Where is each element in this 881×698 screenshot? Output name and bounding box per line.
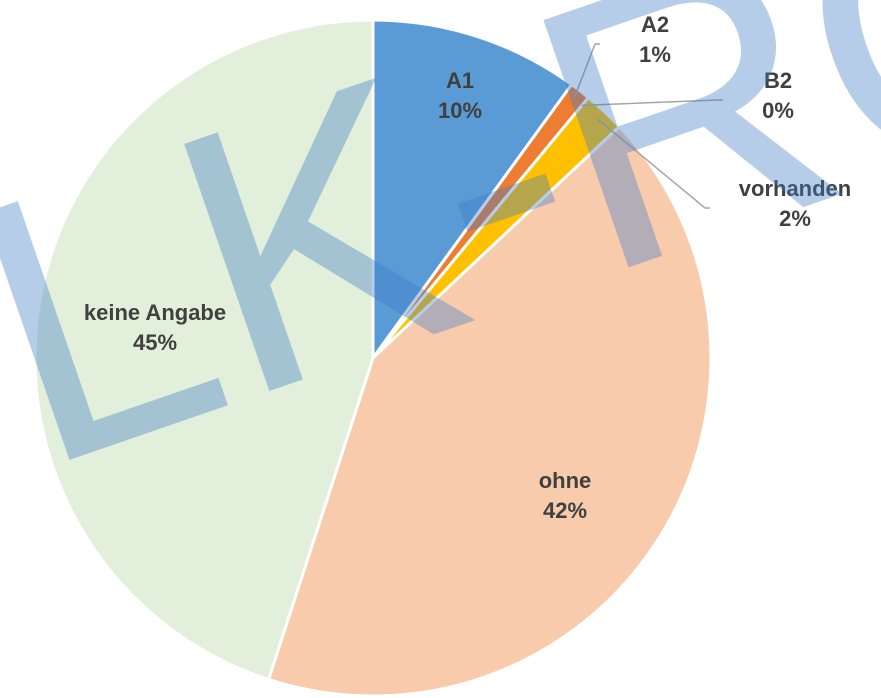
labels: A1 10% A2 1% B2 0% vorhanden 2% ohne 42% keine Ang…: [84, 12, 851, 523]
pie: [33, 18, 713, 698]
category-label: B2: [764, 68, 792, 93]
category-label: A2: [641, 12, 669, 37]
value-label: 10%: [438, 98, 482, 123]
pie-slice: [266, 124, 713, 698]
value-label: 45%: [133, 330, 177, 355]
value-label: 0%: [762, 98, 794, 123]
leader-line: [596, 118, 710, 209]
pie-slice: [371, 18, 574, 363]
category-label: keine Angabe: [84, 300, 226, 325]
category-label: A1: [446, 68, 474, 93]
value-label: 42%: [543, 498, 587, 523]
category-label: vorhanden: [739, 176, 851, 201]
value-label: 2%: [779, 206, 811, 231]
leader-line: [573, 43, 600, 100]
pie-slice: [33, 18, 375, 682]
category-label: ohne: [539, 468, 592, 493]
leader-line: [581, 99, 723, 107]
value-label: 1%: [639, 42, 671, 67]
